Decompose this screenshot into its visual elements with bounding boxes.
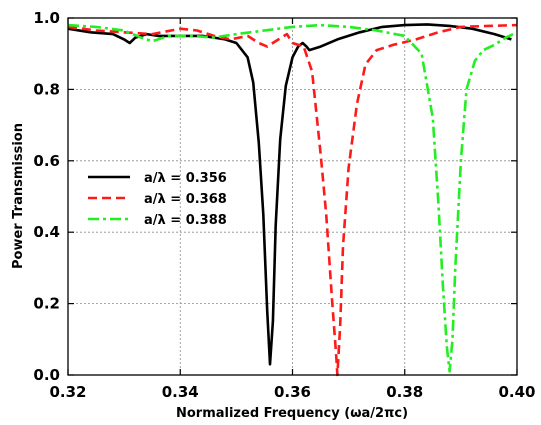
legend: a/λ = 0.356 a/λ = 0.368 a/λ = 0.388: [88, 171, 227, 228]
y-tick-label: 0.0: [33, 366, 60, 384]
y-tick-label: 0.8: [33, 80, 60, 98]
x-tick-label: 0.32: [49, 383, 86, 401]
x-tick-label: 0.40: [498, 383, 535, 401]
x-tick-label: 0.38: [386, 383, 423, 401]
x-axis-title: Normalized Frequency (ωa/2πc): [176, 406, 408, 421]
legend-label: a/λ = 0.368: [144, 192, 227, 207]
x-tick-label: 0.36: [274, 383, 311, 401]
y-tick-label: 0.2: [33, 295, 60, 313]
y-tick-labels: 0.0 0.2 0.4 0.6 0.8 1.0: [33, 9, 60, 384]
x-tick-label: 0.34: [162, 383, 199, 401]
y-tick-label: 1.0: [33, 9, 60, 27]
grid: [68, 18, 517, 375]
y-tick-label: 0.6: [33, 152, 60, 170]
series-layer: [67, 23, 518, 377]
legend-label: a/λ = 0.388: [144, 213, 227, 228]
tick-marks: [67, 17, 518, 376]
y-tick-label: 0.4: [33, 223, 60, 241]
series-line-3: [67, 23, 518, 373]
legend-label: a/λ = 0.356: [144, 171, 227, 186]
x-tick-labels: 0.32 0.34 0.36 0.38 0.40: [49, 383, 535, 401]
y-axis-title: Power Transmission: [11, 123, 26, 269]
